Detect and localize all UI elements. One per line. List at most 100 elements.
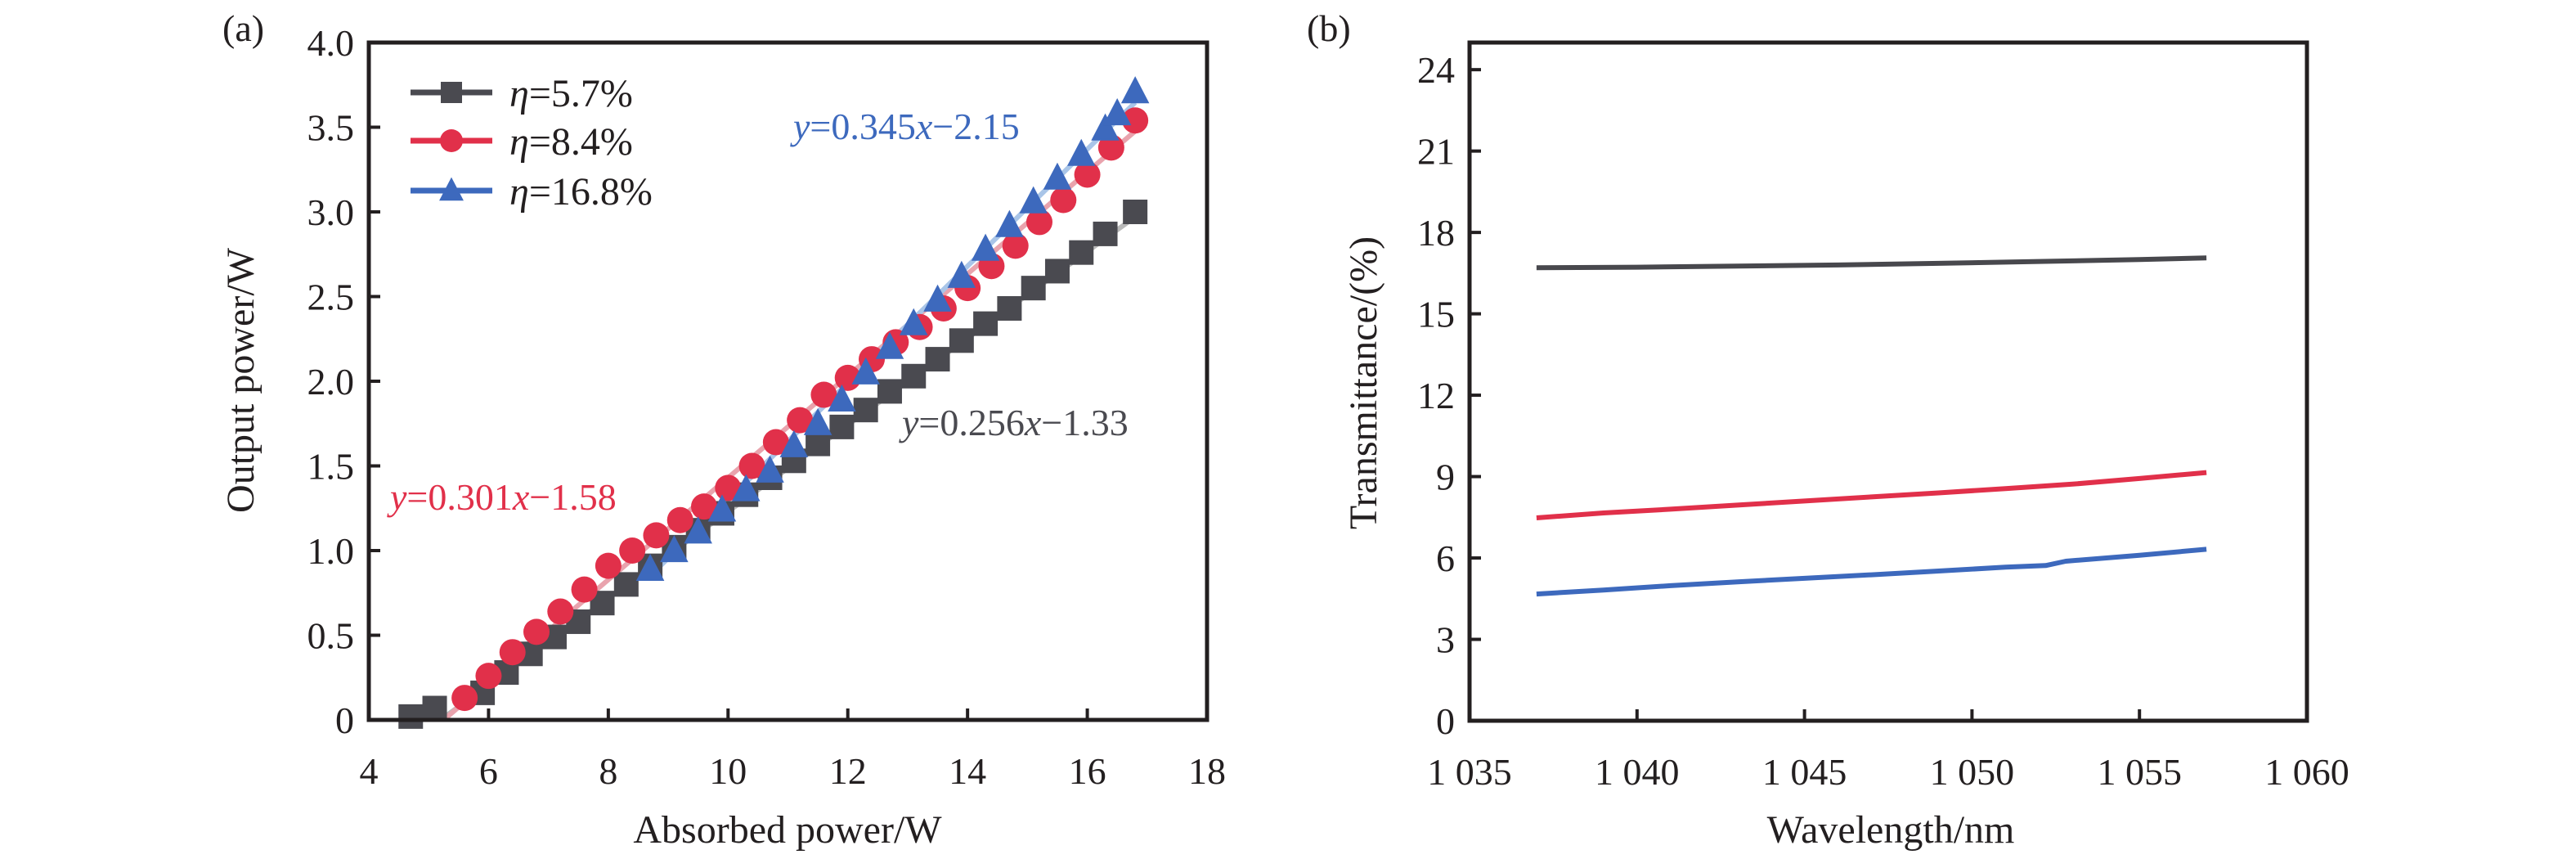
a-marker-square-eta5-7	[973, 311, 999, 336]
legend-circle-icon	[440, 129, 463, 152]
b-y-tick-label: 12	[1417, 375, 1455, 416]
a-marker-circle-eta8-4	[810, 381, 837, 408]
a-x-tick-label: 18	[1188, 750, 1226, 792]
a-marker-square-eta5-7	[997, 295, 1022, 321]
a-legend-label: η=8.4%	[509, 120, 633, 164]
a-marker-triangle-eta16-8	[684, 516, 712, 544]
a-marker-circle-eta8-4	[1074, 161, 1101, 188]
a-y-axis-title: Output power/W	[219, 247, 263, 513]
a-x-tick-label: 8	[599, 750, 617, 792]
a-marker-square-eta5-7	[901, 363, 927, 389]
a-legend-label: η=5.7%	[509, 72, 633, 115]
a-marker-circle-eta8-4	[1026, 209, 1052, 236]
b-series-lines	[1536, 255, 2207, 597]
a-marker-triangle-eta16-8	[660, 535, 689, 563]
a-marker-triangle-eta16-8	[1067, 138, 1096, 166]
a-y-tick-label: 0	[335, 699, 354, 741]
a-marker-triangle-eta16-8	[947, 260, 976, 288]
a-marker-square-eta5-7	[949, 328, 974, 353]
a-marker-circle-eta8-4	[1097, 134, 1124, 161]
b-x-tick-label: 1 050	[1930, 751, 2015, 793]
a-legend: η=5.7% η=8.4% η=16.8%	[411, 72, 653, 214]
a-legend-label: η=16.8%	[509, 170, 653, 214]
a-marker-circle-eta8-4	[643, 522, 670, 549]
a-marker-triangle-eta16-8	[707, 494, 737, 522]
a-marker-circle-eta8-4	[571, 576, 598, 603]
a-marker-square-eta5-7	[1021, 276, 1046, 301]
b-y-tick-label: 21	[1417, 131, 1455, 173]
a-marker-circle-eta8-4	[715, 474, 742, 501]
chart-panel-a: (a) 4 6 8 10 12 14 16 1800.51.01.52.02.53.03.54…	[219, 7, 1226, 852]
a-marker-circle-eta8-4	[691, 493, 717, 520]
a-y-tick-label: 0.5	[307, 615, 355, 657]
a-marker-circle-eta8-4	[666, 506, 693, 533]
b-x-tick-label: 1 060	[2264, 751, 2349, 793]
a-marker-circle-eta8-4	[523, 618, 550, 645]
panel-label-a: (a)	[222, 7, 264, 49]
a-marker-circle-eta8-4	[499, 639, 526, 666]
a-marker-triangle-eta16-8	[756, 455, 784, 483]
b-y-axis-title: Transmittance/(%)	[1342, 236, 1385, 529]
a-marker-square-eta5-7	[853, 398, 878, 423]
a-marker-square-eta5-7	[806, 431, 831, 456]
a-y-tick-label: 2.0	[307, 361, 355, 403]
b-y-tick-label: 0	[1436, 700, 1455, 742]
chart-panel-b: (b) 1 035 1 040 1 045 1 050 1 055 1 060 0 3 6 9 12…	[1307, 7, 2349, 852]
b-x-tick-label: 1 055	[2097, 751, 2182, 793]
a-data-markers	[398, 76, 1150, 729]
b-x-tick-label: 1 040	[1595, 751, 1680, 793]
a-marker-square-eta5-7	[422, 695, 447, 721]
a-marker-circle-eta8-4	[475, 663, 502, 690]
a-marker-triangle-eta16-8	[923, 284, 952, 312]
a-marker-circle-eta8-4	[1002, 232, 1029, 259]
equation-eta-5-7: y=0.256x−1.33	[899, 402, 1129, 443]
b-series-line-coupling-output-mirror-m4	[1536, 255, 2207, 271]
a-x-tick-label: 14	[949, 750, 986, 792]
a-x-tick-label: 4	[360, 750, 379, 792]
a-marker-triangle-eta16-8	[851, 357, 880, 385]
a-plot-frame	[366, 40, 1209, 722]
a-marker-circle-eta8-4	[595, 552, 622, 579]
b-x-tick-label: 1 035	[1427, 751, 1512, 793]
equation-eta-16-8: y=0.345x−2.15	[790, 106, 1020, 147]
a-marker-square-eta5-7	[398, 704, 424, 729]
a-marker-triangle-eta16-8	[1019, 186, 1048, 214]
a-marker-circle-eta8-4	[787, 407, 814, 434]
a-ticks: 4 6 8 10 12 14 16 18 0 0.5 1.0 1.5 2.0 2.5 3.0 3.5 4.0	[307, 22, 1227, 792]
a-marker-square-eta5-7	[613, 572, 639, 597]
b-y-tick-label: 18	[1417, 212, 1455, 254]
a-y-tick-label: 1.5	[307, 446, 355, 488]
a-marker-triangle-eta16-8	[971, 233, 1000, 261]
a-marker-circle-eta8-4	[834, 364, 861, 391]
b-legend	[1480, 86, 1515, 187]
a-marker-triangle-eta16-8	[1091, 113, 1120, 141]
a-marker-triangle-eta16-8	[875, 331, 904, 359]
a-marker-triangle-eta16-8	[1120, 76, 1150, 104]
b-y-tick-label: 24	[1417, 49, 1455, 91]
b-y-tick-label: 3	[1436, 619, 1455, 661]
a-marker-square-eta5-7	[925, 347, 950, 372]
b-series-line-coupling-output-mirror-m3	[1536, 470, 2207, 520]
b-ticks: 1 035 1 040 1 045 1 050 1 055 1 060 0 3 6 9 12 15 18…	[1417, 49, 2349, 793]
legend-triangle-icon	[439, 177, 464, 201]
a-marker-triangle-eta16-8	[732, 474, 761, 501]
a-marker-triangle-eta16-8	[635, 553, 665, 581]
a-marker-circle-eta8-4	[619, 537, 646, 564]
a-y-tick-label: 2.5	[307, 277, 355, 318]
b-x-axis-title: Wavelength/nm	[1767, 808, 2015, 852]
a-legend-item: η=5.7%	[411, 72, 633, 115]
a-marker-circle-eta8-4	[738, 452, 765, 479]
panel-label-b: (b)	[1307, 7, 1351, 49]
a-legend-item: η=16.8%	[411, 170, 653, 214]
a-marker-triangle-eta16-8	[1043, 162, 1072, 190]
b-x-tick-label: 1 045	[1762, 751, 1847, 793]
a-marker-square-eta5-7	[1093, 221, 1118, 246]
a-marker-circle-eta8-4	[451, 685, 478, 712]
a-marker-circle-eta8-4	[762, 429, 789, 456]
a-marker-triangle-eta16-8	[828, 384, 856, 412]
a-marker-square-eta5-7	[829, 414, 855, 439]
a-marker-square-eta5-7	[1123, 200, 1148, 224]
a-marker-circle-eta8-4	[547, 598, 574, 625]
a-marker-square-eta5-7	[1044, 259, 1070, 284]
a-legend-item: η=8.4%	[411, 120, 633, 164]
